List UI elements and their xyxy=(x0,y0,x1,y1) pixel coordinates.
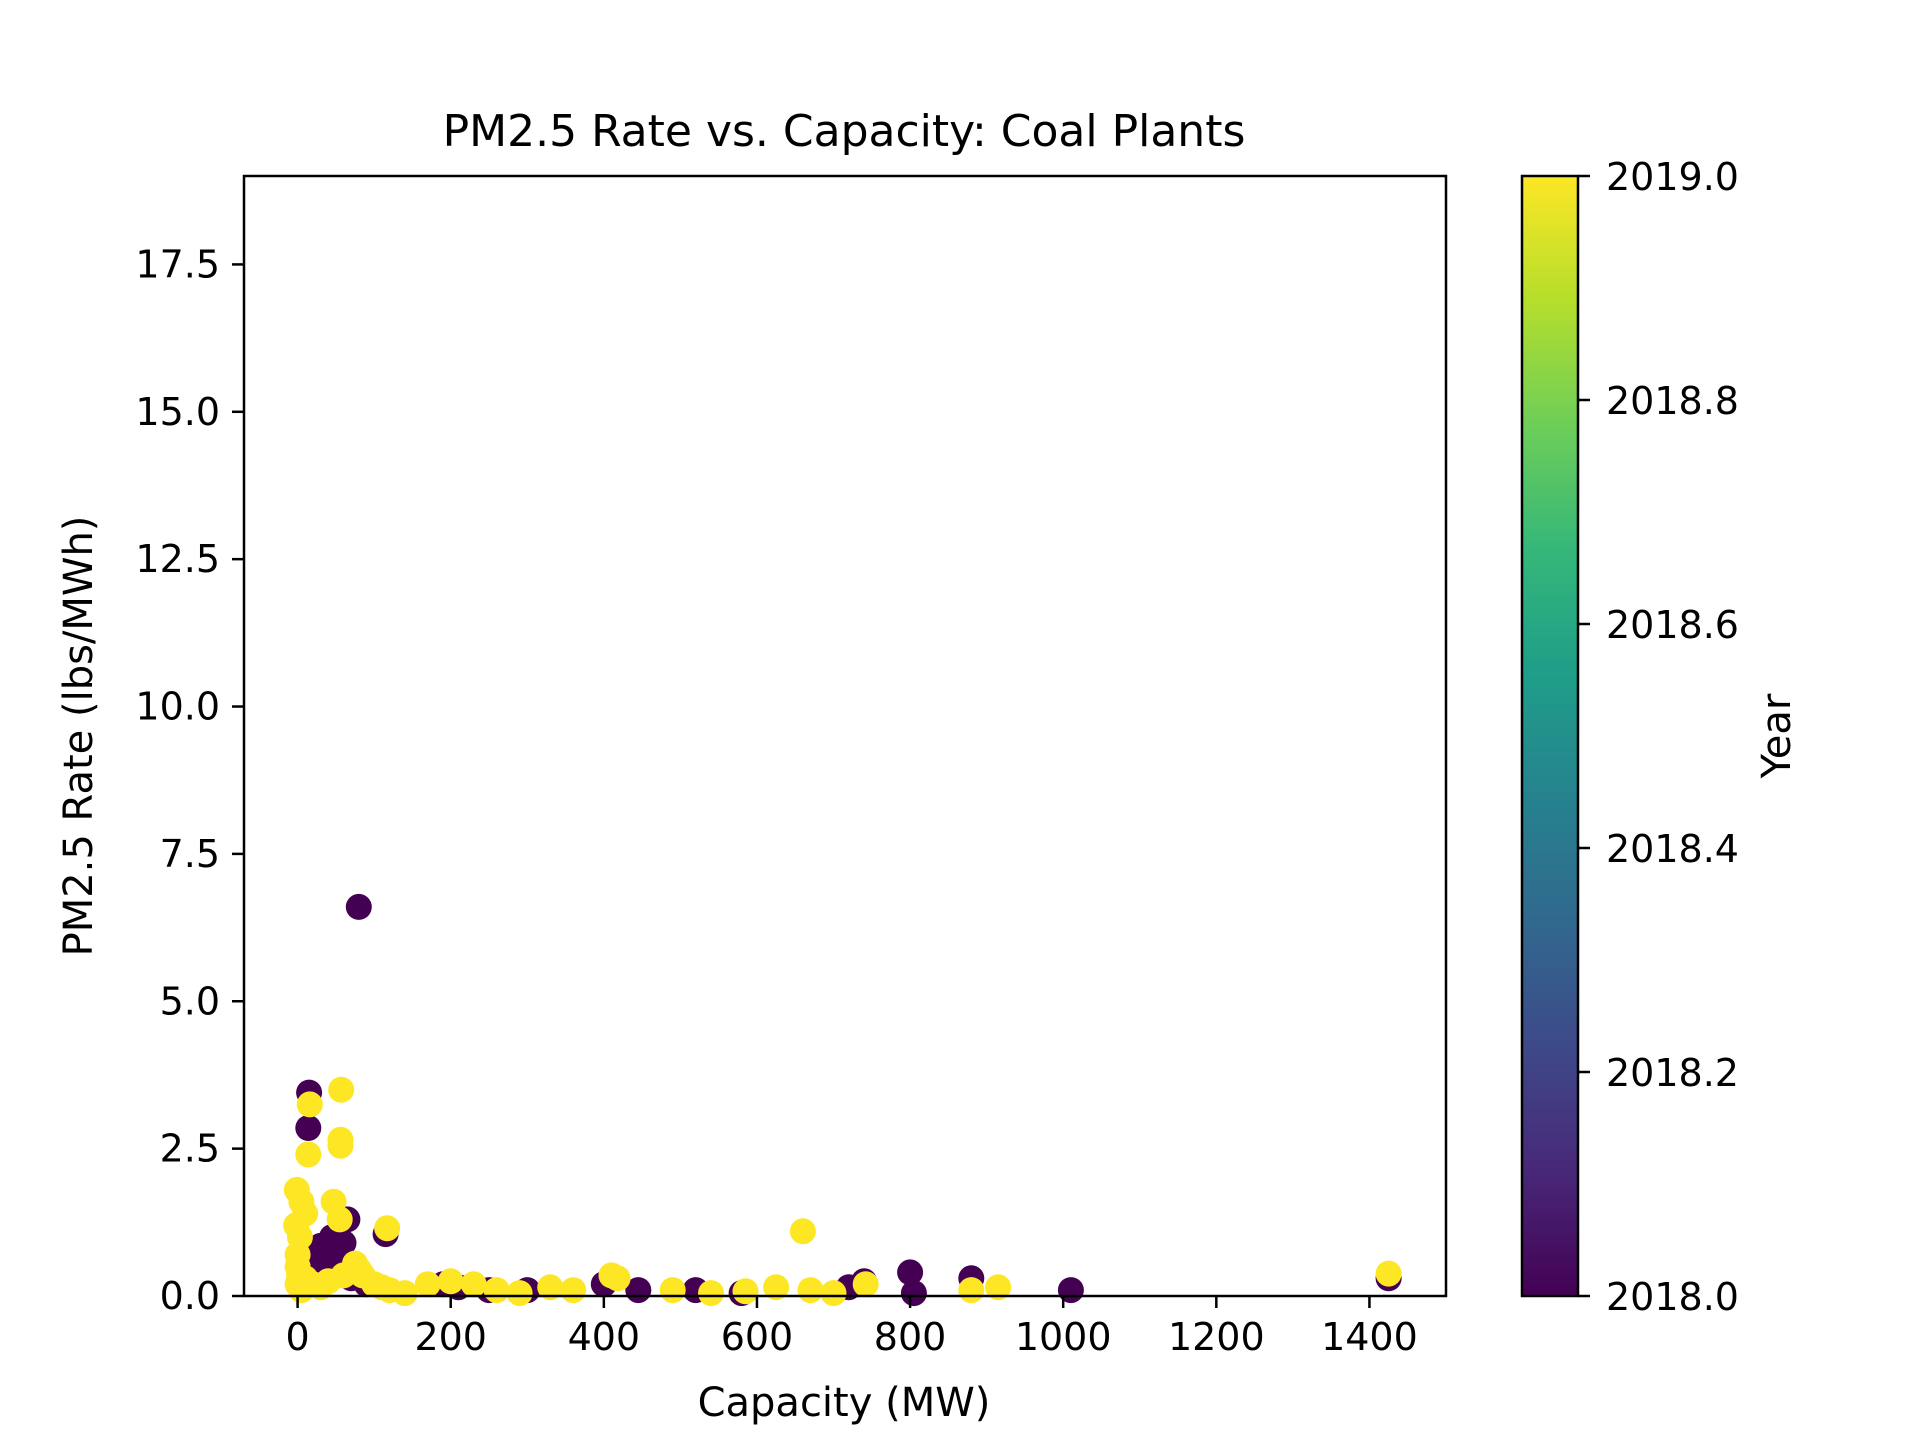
colorbar-ticks: 2018.0 2018.2 2018.4 2018.6 2018.8 2019.0 xyxy=(1578,155,1739,1319)
colorbar-tick-label: 2018.8 xyxy=(1606,379,1739,423)
data-point-2019-47 xyxy=(958,1277,985,1304)
data-point-2019-13 xyxy=(789,1218,816,1245)
y-axis-label: PM2.5 Rate (lbs/MWh) xyxy=(56,516,102,957)
data-point-2019-1 xyxy=(296,1091,323,1118)
data-point-2019-11 xyxy=(326,1206,353,1233)
x-axis-label: Capacity (MW) xyxy=(698,1380,991,1426)
x-tick-label: 1400 xyxy=(1321,1315,1418,1359)
data-point-2019-31 xyxy=(414,1271,441,1298)
data-point-2018-0 xyxy=(345,893,372,920)
y-tick-label: 12.5 xyxy=(135,537,220,581)
data-point-2019-46 xyxy=(852,1271,879,1298)
y-tick-label: 17.5 xyxy=(135,242,220,286)
x-tick-label: 200 xyxy=(414,1315,487,1359)
data-point-2019-41 xyxy=(698,1280,724,1307)
y-axis: 0.0 2.5 5.0 7.5 10.0 12.5 15.0 17.5 xyxy=(135,242,244,1318)
data-point-2018-27 xyxy=(900,1280,927,1307)
x-tick-label: 800 xyxy=(874,1315,947,1359)
data-point-2019-4 xyxy=(295,1141,322,1168)
y-tick-label: 10.0 xyxy=(135,685,220,729)
chart-title: PM2.5 Rate vs. Capacity: Coal Plants xyxy=(443,106,1246,157)
data-point-2019-32 xyxy=(437,1268,464,1295)
colorbar-tick-label: 2019.0 xyxy=(1606,155,1739,199)
x-tick-label: 1000 xyxy=(1015,1315,1112,1359)
colorbar-tick-label: 2018.0 xyxy=(1606,1275,1739,1319)
data-point-2019-43 xyxy=(763,1274,790,1301)
y-tick-label: 15.0 xyxy=(135,390,220,434)
data-point-2019-39 xyxy=(604,1265,631,1292)
data-point-2019-40 xyxy=(659,1277,686,1304)
x-tick-label: 0 xyxy=(285,1315,309,1359)
points-layer xyxy=(283,893,1402,1307)
data-point-2019-49 xyxy=(1375,1260,1402,1287)
x-tick-label: 600 xyxy=(721,1315,794,1359)
colorbar-tick-label: 2018.4 xyxy=(1606,827,1739,871)
colorbar-tick-label: 2018.6 xyxy=(1606,603,1739,647)
data-point-2019-35 xyxy=(506,1280,533,1307)
y-tick-label: 5.0 xyxy=(160,979,220,1023)
x-tick-label: 1200 xyxy=(1168,1315,1265,1359)
y-tick-label: 2.5 xyxy=(160,1127,220,1171)
data-point-2019-44 xyxy=(797,1277,824,1304)
data-point-2019-37 xyxy=(560,1277,587,1304)
data-point-2019-48 xyxy=(985,1274,1012,1301)
data-point-2019-30 xyxy=(391,1280,418,1307)
colorbar-label: Year xyxy=(1754,693,1800,779)
data-point-2019-34 xyxy=(483,1277,510,1304)
plot-frame xyxy=(242,174,1448,1298)
colorbar xyxy=(1520,174,1580,1298)
data-point-2019-3 xyxy=(327,1132,354,1159)
x-axis: 0 200 400 600 800 1000 1200 1400 xyxy=(285,1296,1418,1359)
data-point-2019-42 xyxy=(732,1278,759,1305)
data-point-2018-2 xyxy=(295,1115,322,1141)
data-point-2018-29 xyxy=(1057,1277,1084,1304)
data-point-2019-36 xyxy=(537,1274,564,1301)
y-tick-label: 7.5 xyxy=(160,832,220,876)
colorbar-tick-label: 2018.2 xyxy=(1606,1051,1739,1095)
data-point-2019-12 xyxy=(374,1215,401,1242)
data-point-2019-33 xyxy=(460,1271,487,1298)
y-tick-label: 0.0 xyxy=(160,1274,220,1318)
data-point-2019-0 xyxy=(328,1076,355,1103)
x-tick-label: 400 xyxy=(568,1315,641,1359)
data-point-2018-26 xyxy=(897,1259,924,1286)
data-point-2019-45 xyxy=(820,1280,847,1307)
